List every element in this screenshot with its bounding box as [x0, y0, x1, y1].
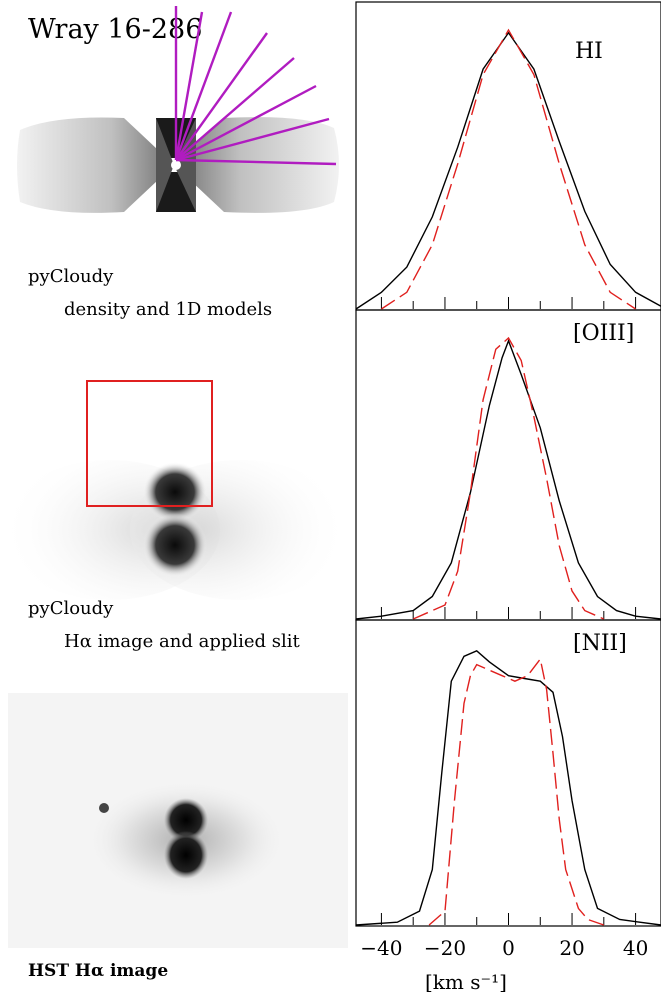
figure-title: Wray 16-286: [28, 14, 203, 45]
panel-frame: [355, 619, 661, 927]
hst-caption: HST Hα image: [28, 961, 169, 981]
x-tick-label: −40: [360, 936, 402, 960]
x-tick-label: 0: [502, 936, 515, 960]
density-lobe-right: [174, 117, 339, 213]
hst-core-upper: [164, 798, 208, 842]
hst-halpha-image: [8, 693, 348, 948]
observed-profile-line: [355, 338, 661, 620]
model-profile-line: [412, 336, 605, 620]
velocity-profiles: HI [OIII] [NII] −40 −20 0 20 40: [355, 1, 661, 960]
panel-frame: [355, 309, 661, 621]
observed-profile-line: [355, 31, 661, 310]
density-lobe-left: [17, 117, 174, 213]
panel-title: HI: [575, 39, 603, 64]
applied-slit-box: [86, 380, 213, 507]
model-profile-line: [381, 28, 636, 310]
x-tick-label: −20: [424, 936, 466, 960]
x-tick-label: 40: [623, 936, 648, 960]
panel-title: [OIII]: [573, 321, 634, 346]
x-axis-label: [km s⁻¹]: [425, 970, 507, 994]
panel-title: [NII]: [573, 631, 627, 656]
panel-frame: [355, 1, 661, 311]
model-caption-mid: Hα image and applied slit: [64, 631, 300, 652]
model-caption-top: density and 1D models: [64, 299, 273, 320]
line-of-sight-rays: [174, 6, 337, 166]
model-label-top: pyCloudy: [28, 266, 114, 287]
core-lower: [143, 513, 207, 577]
field-star: [99, 803, 109, 813]
x-tick-label: 20: [559, 936, 584, 960]
model-profile-line: [428, 657, 605, 926]
observed-profile-line: [355, 649, 661, 926]
hst-core-lower: [164, 831, 208, 879]
model-label-mid: pyCloudy: [28, 598, 114, 619]
core-upper: [143, 462, 207, 522]
model-halpha-image: [0, 460, 350, 600]
